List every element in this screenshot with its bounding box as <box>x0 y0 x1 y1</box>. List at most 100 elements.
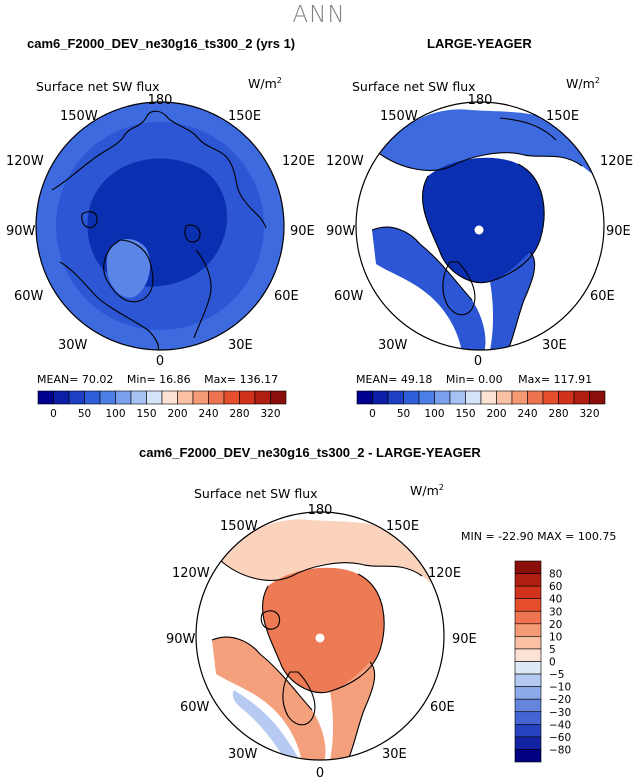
panel2-colorbar-tick-label: 280 <box>548 408 568 420</box>
panel2-colorbar-tick-label: 100 <box>424 408 444 420</box>
panel1-colorbar-tick-label: 240 <box>198 408 218 420</box>
panel1-lon-s: 0 <box>156 354 164 369</box>
panel3-colorbar <box>514 560 542 763</box>
panel2-map-border <box>355 101 605 351</box>
panel3-lon-wnw: 120W <box>172 566 210 581</box>
panel1-map <box>35 101 285 351</box>
panel1-lon-wsw: 60W <box>14 289 44 304</box>
panel1-lon-e: 90E <box>290 224 315 239</box>
panel1-colorbar <box>37 390 287 405</box>
panel1-colorbar-swatch <box>239 390 256 405</box>
panel3-barents-sector <box>330 662 375 760</box>
panel2-colorbar-swatch <box>356 390 373 405</box>
panel1-greenland-low <box>106 239 151 298</box>
panel1-colorbar-swatch <box>130 390 147 405</box>
panel1-stats: MEAN= 70.02 Min= 16.86 Max= 136.17 <box>37 373 278 386</box>
panel2-lon-ne: 150E <box>546 109 579 124</box>
panel2-min-label: Min= <box>445 373 475 386</box>
panel2-labels: Surface net SW flux W/m2 180 150W 150E 1… <box>326 76 633 369</box>
panel2-lon-ene: 120E <box>600 154 633 169</box>
panel3-labels: Surface net SW flux W/m2 180 150W 150E 1… <box>166 483 477 781</box>
panel1-colorbar-swatch <box>192 390 209 405</box>
panel3-colorbar-tick-label: −40 <box>549 719 571 731</box>
panel1-colorbar-tick-label: 200 <box>167 408 187 420</box>
panel3-colorbar-swatch <box>514 724 542 738</box>
panel2-colorbar-swatch <box>589 390 606 405</box>
panel3-lon-s: 0 <box>316 766 324 781</box>
panel3-map-border <box>195 511 445 761</box>
panel2-stats: MEAN= 49.18 Min= 0.00 Max= 117.91 <box>356 373 592 386</box>
panel1-colorbar-tick-label: 150 <box>136 408 156 420</box>
panel2-colorbar-tick-label: 50 <box>397 408 410 420</box>
panel2-colorbar <box>356 390 606 405</box>
panel1-map-border <box>35 101 285 351</box>
panel3-colorbar-swatch <box>514 711 542 725</box>
panel3-colorbar-tick-label: −10 <box>549 682 571 694</box>
panel3-colorbar-swatch <box>514 610 542 625</box>
panel2-barents-sector <box>490 252 535 350</box>
panel3-colorbar-swatch <box>514 573 542 587</box>
panel2-mean-label: MEAN= <box>356 373 398 386</box>
panel2-colorbar-swatch <box>449 390 466 405</box>
panel2-lon-sw: 30W <box>378 338 408 353</box>
panel3-colorbar-tick-label: −60 <box>549 732 571 744</box>
panel2-colorbar-tick-label: 150 <box>455 408 475 420</box>
panel3-lon-n: 180 <box>308 503 333 518</box>
panel1-mean-value: 70.02 <box>81 373 114 386</box>
panel2-lon-wsw: 60W <box>334 289 364 304</box>
panel2-arctic-core <box>422 157 545 283</box>
panel3-colorbar-swatch <box>514 673 542 687</box>
panel2-colorbar-tick-label: 320 <box>579 408 599 420</box>
panel2-pacific-sector <box>380 109 600 180</box>
panel1-colorbar-swatch <box>177 390 194 405</box>
panel1-min-label: Min= <box>126 373 156 386</box>
panel3-colorbar-tick-label: 5 <box>549 644 556 656</box>
panel2-colorbar-swatch <box>558 390 575 405</box>
panel1-colorbar-swatch <box>68 390 85 405</box>
panel2-lon-wnw: 120W <box>326 154 364 169</box>
panel2-colorbar-tick-label: 240 <box>517 408 537 420</box>
panel2-atlantic-sector <box>372 227 486 350</box>
panel3-lon-se: 30E <box>382 747 407 762</box>
panel3-minmax: MIN = -22.90 MAX = 100.75 <box>461 530 617 543</box>
panel3-atlantic-sector <box>212 637 326 760</box>
panel1-title: cam6_F2000_DEV_ne30g16_ts300_2 (yrs 1) <box>27 36 296 51</box>
panel3-colorbar-tick-label: −80 <box>549 744 571 756</box>
panel3-lon-ese: 60E <box>430 700 455 715</box>
panel2-max-label: Max= <box>518 373 551 386</box>
panel1-variable: Surface net SW flux <box>36 79 160 94</box>
panel1-colorbar-swatch <box>84 390 101 405</box>
panel2-colorbar-tick-label: 0 <box>369 408 376 420</box>
panel3-colorbar-swatch <box>514 648 542 662</box>
panel2-lon-s: 0 <box>474 354 482 369</box>
panel2-variable: Surface net SW flux <box>352 79 476 94</box>
panel3-lon-nw: 150W <box>220 519 258 534</box>
panel1-colorbar-swatch <box>254 390 271 405</box>
panel3-negative-band <box>232 690 300 760</box>
panel2-lon-w: 90W <box>326 224 356 239</box>
panel3-colorbar-tick-label: 10 <box>549 631 562 643</box>
panel2-lon-e: 90E <box>606 224 631 239</box>
panel3-lon-sw: 30W <box>228 747 258 762</box>
panel3-colorbar-tick-label: −5 <box>549 669 564 681</box>
panel1-colorbar-swatch <box>115 390 132 405</box>
panel1-colorbar-tick-label: 320 <box>260 408 280 420</box>
panel3-colorbar-tick-label: 60 <box>549 581 562 593</box>
panel2-colorbar-swatch <box>480 390 497 405</box>
panel2-lon-se: 30E <box>542 338 567 353</box>
panel1-colorbar-tick-label: 50 <box>78 408 91 420</box>
panel3-lon-wsw: 60W <box>180 700 210 715</box>
panel3-colorbar-tick-label: 30 <box>549 606 562 618</box>
panel1-colorbar-swatch <box>37 390 54 405</box>
panel1-colorbar-swatch <box>99 390 116 405</box>
panel2-colorbar-swatch <box>387 390 404 405</box>
panel1-lon-ne: 150E <box>228 109 261 124</box>
panel2-colorbar-swatch <box>511 390 528 405</box>
panel2-colorbar-swatch <box>465 390 482 405</box>
panel2-lon-ese: 60E <box>590 289 615 304</box>
panel1-colorbar-tick-label: 100 <box>105 408 125 420</box>
panel3-lon-w: 90W <box>166 632 196 647</box>
panel2-colorbar-swatch <box>573 390 590 405</box>
